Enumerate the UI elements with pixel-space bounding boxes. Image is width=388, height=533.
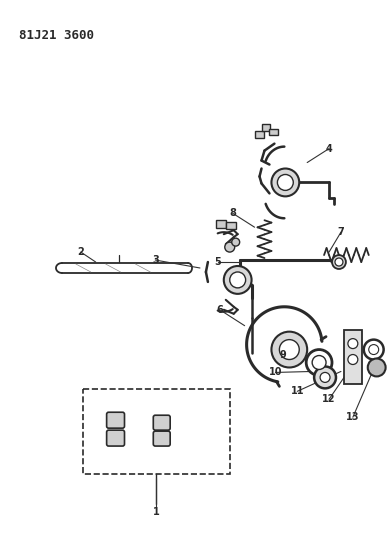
Circle shape (364, 340, 384, 360)
Text: 6: 6 (217, 305, 223, 315)
Circle shape (272, 332, 307, 367)
Text: 7: 7 (338, 227, 344, 237)
Bar (83, 389, 230, 474)
Circle shape (230, 272, 246, 288)
Text: 4: 4 (326, 143, 333, 154)
Bar (269, 129, 279, 135)
Circle shape (369, 345, 379, 354)
Text: 81J21 3600: 81J21 3600 (19, 29, 94, 42)
FancyBboxPatch shape (153, 415, 170, 430)
Text: 2: 2 (78, 247, 84, 257)
Circle shape (225, 242, 235, 252)
Circle shape (232, 238, 240, 246)
Circle shape (272, 168, 299, 196)
Circle shape (348, 354, 358, 365)
Text: 3: 3 (152, 255, 159, 265)
Text: 13: 13 (346, 412, 360, 422)
Text: 5: 5 (215, 257, 221, 267)
Bar (216, 220, 226, 228)
Circle shape (335, 258, 343, 266)
Bar (262, 124, 270, 131)
FancyBboxPatch shape (107, 412, 125, 428)
Text: 10: 10 (268, 367, 282, 377)
Text: 9: 9 (280, 350, 287, 360)
Circle shape (314, 367, 336, 389)
FancyBboxPatch shape (107, 430, 125, 446)
Circle shape (368, 359, 386, 376)
Circle shape (306, 350, 332, 375)
Bar (344, 330, 362, 384)
Text: 11: 11 (291, 386, 304, 397)
Circle shape (224, 266, 251, 294)
Text: 12: 12 (322, 394, 336, 405)
Bar (255, 131, 265, 138)
Text: 8: 8 (229, 208, 236, 219)
Circle shape (277, 174, 293, 190)
FancyBboxPatch shape (153, 431, 170, 446)
Circle shape (312, 356, 326, 369)
Circle shape (348, 338, 358, 349)
Circle shape (279, 340, 299, 360)
Text: 1: 1 (153, 507, 159, 516)
Bar (226, 222, 236, 229)
Circle shape (320, 373, 330, 382)
Circle shape (332, 255, 346, 269)
